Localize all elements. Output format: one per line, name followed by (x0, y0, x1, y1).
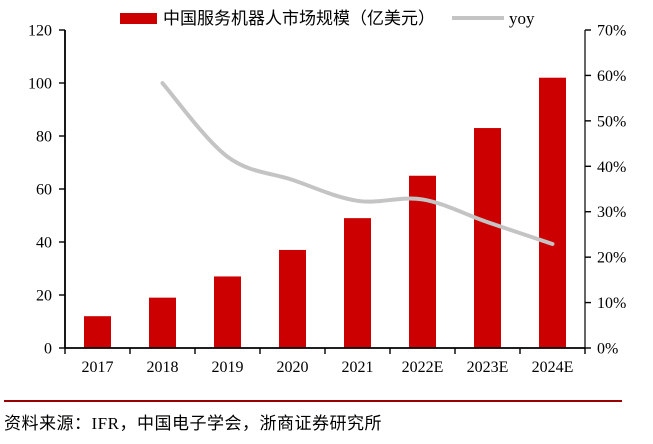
right-tick-label: 20% (597, 250, 626, 267)
bar-2020 (279, 249, 306, 348)
left-tick-label: 20 (36, 288, 52, 305)
left-tick-label: 0 (44, 341, 52, 358)
bar-2019 (214, 276, 241, 348)
right-tick-label: 10% (597, 295, 626, 312)
bar-2024E (539, 77, 566, 348)
category-label-2021: 2021 (342, 359, 374, 376)
category-label-2019: 2019 (212, 359, 244, 376)
legend-line-label: yoy (509, 9, 535, 28)
right-tick-label: 40% (597, 159, 626, 176)
yoy-line (160, 81, 555, 246)
left-tick-label: 80 (36, 129, 52, 146)
bar-2018 (149, 297, 176, 348)
right-tick-label: 50% (597, 113, 626, 130)
source-divider (4, 400, 622, 402)
chart-figure: 中国服务机器人市场规模（亿美元） yoy 0 20 40 60 80 100 120 0% 10… (0, 9, 653, 434)
legend-bar-swatch-icon (120, 13, 157, 24)
right-tick-label: 0% (597, 341, 618, 358)
left-tick-label: 120 (28, 23, 52, 40)
chart-canvas: 中国服务机器人市场规模（亿美元） yoy 0 20 40 60 80 100 120 0% 10… (28, 9, 626, 377)
category-label-2022E: 2022E (402, 359, 444, 376)
legend-bar-label: 中国服务机器人市场规模（亿美元） (163, 9, 435, 28)
bar-2021 (344, 218, 371, 348)
bar-2022E (409, 175, 436, 348)
right-tick-label: 70% (597, 23, 626, 40)
category-label-2017: 2017 (82, 359, 114, 376)
category-label-2023E: 2023E (467, 359, 509, 376)
plot-area: 0 20 40 60 80 100 120 0% 10% 20% 30% 40% 50% 60% 70% 20… (28, 23, 626, 377)
source-note: 资料来源：IFR，中国电子学会，浙商证券研究所 (0, 400, 653, 434)
legend: 中国服务机器人市场规模（亿美元） yoy (120, 9, 535, 28)
left-tick-label: 40 (36, 235, 52, 252)
left-tick-label: 60 (36, 182, 52, 199)
category-label-2024E: 2024E (532, 359, 574, 376)
bar-2023E (474, 128, 501, 348)
left-tick-label: 100 (28, 76, 52, 93)
category-label-2020: 2020 (277, 359, 309, 376)
bar-2017 (84, 316, 111, 348)
right-tick-label: 60% (597, 68, 626, 85)
source-text: 资料来源：IFR，中国电子学会，浙商证券研究所 (4, 414, 382, 433)
category-label-2018: 2018 (147, 359, 179, 376)
right-tick-label: 30% (597, 204, 626, 221)
